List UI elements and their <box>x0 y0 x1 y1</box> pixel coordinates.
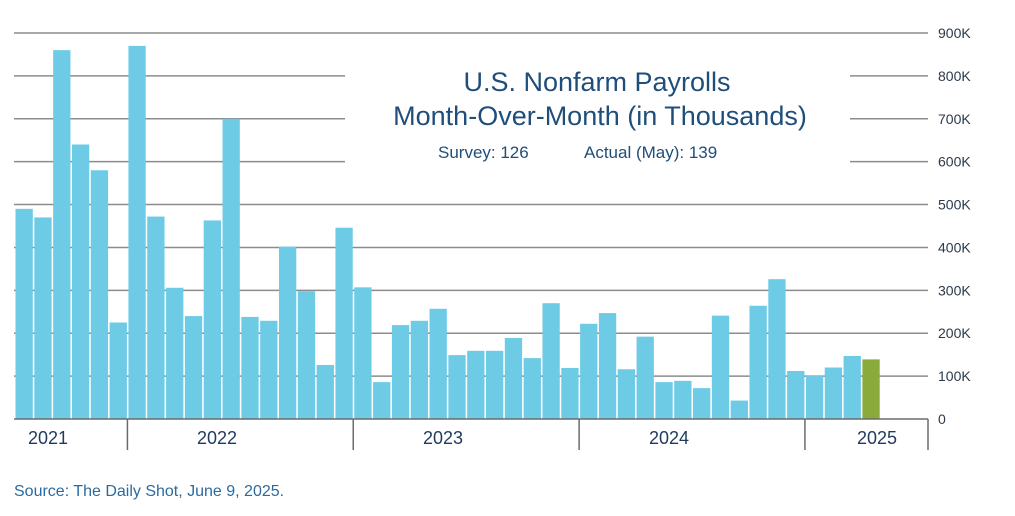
bar <box>824 367 843 419</box>
bar <box>636 336 654 419</box>
bar <box>843 355 861 419</box>
bar <box>222 118 240 419</box>
bar <box>674 380 692 419</box>
bar <box>373 382 391 419</box>
bar <box>730 400 748 419</box>
bar <box>15 208 33 419</box>
bar <box>147 216 165 419</box>
bar <box>749 305 767 419</box>
bar <box>523 358 541 419</box>
bar <box>598 313 617 419</box>
bar <box>128 45 146 420</box>
bar <box>90 170 109 419</box>
bar <box>617 369 636 419</box>
bar <box>862 359 880 419</box>
bar <box>429 308 447 419</box>
bar <box>768 279 786 419</box>
bar <box>184 316 203 419</box>
bar <box>448 355 466 419</box>
year-label: 2025 <box>857 428 897 448</box>
y-tick-label: 300K <box>938 282 971 298</box>
bar <box>166 287 184 419</box>
bar <box>391 325 410 419</box>
bar <box>203 220 221 419</box>
bar <box>693 388 711 419</box>
y-tick-label: 400K <box>938 239 971 255</box>
bars <box>15 45 880 420</box>
bar <box>655 382 673 419</box>
bar <box>316 364 334 419</box>
year-label: 2021 <box>28 428 68 448</box>
bar <box>297 291 316 419</box>
bar <box>335 227 353 419</box>
bar <box>53 50 71 419</box>
bar <box>241 316 259 419</box>
bar <box>504 337 523 419</box>
bar <box>711 315 730 419</box>
bar <box>805 375 824 419</box>
y-tick-label: 800K <box>938 68 971 84</box>
bar <box>486 350 504 419</box>
y-tick-label: 100K <box>938 368 971 384</box>
chart-subtitle: Month-Over-Month (in Thousands) <box>393 101 807 131</box>
y-tick-label: 0 <box>938 411 946 427</box>
bar <box>542 303 560 419</box>
bar <box>354 287 372 419</box>
x-axis: 2021 2022 2023 2024 2025 <box>14 418 929 450</box>
bar <box>787 370 805 419</box>
y-tick-label: 200K <box>938 325 971 341</box>
bar <box>34 217 52 419</box>
bar <box>109 322 127 419</box>
y-tick-labels: 0 100K 200K 300K 400K 500K 600K 700K 800K 900K <box>938 25 971 427</box>
year-label: 2024 <box>649 428 689 448</box>
y-tick-label: 900K <box>938 25 971 41</box>
source-note: Source: The Daily Shot, June 9, 2025. <box>14 483 285 500</box>
bar <box>467 350 485 419</box>
actual-label: Actual (May): 139 <box>584 143 717 162</box>
year-label: 2023 <box>423 428 463 448</box>
payrolls-chart: 0 100K 200K 300K 400K 500K 600K 700K 800K 900K 20… <box>14 25 971 450</box>
bar <box>580 323 598 419</box>
year-label: 2022 <box>197 428 237 448</box>
title-background <box>345 58 850 170</box>
survey-label: Survey: 126 <box>438 143 529 162</box>
bar <box>561 367 579 419</box>
bar <box>260 320 278 419</box>
y-tick-label: 500K <box>938 197 971 213</box>
y-tick-label: 600K <box>938 154 971 170</box>
bar <box>410 320 429 419</box>
y-tick-label: 700K <box>938 111 971 127</box>
bar <box>278 246 297 419</box>
bar <box>71 144 90 419</box>
chart-title: U.S. Nonfarm Payrolls <box>463 67 730 97</box>
